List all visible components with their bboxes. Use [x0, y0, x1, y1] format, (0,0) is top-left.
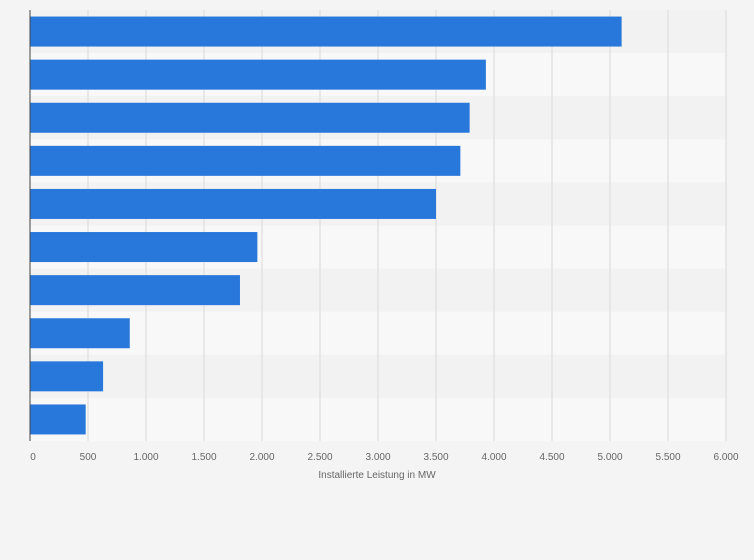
bar: [30, 318, 130, 349]
x-tick-label: 1.500: [191, 452, 216, 463]
x-tick-label: 0: [30, 452, 36, 463]
x-tick-label: 3.500: [423, 452, 448, 463]
x-tick-label: 5.500: [655, 452, 680, 463]
bar: [30, 145, 461, 176]
x-tick-label: 2.000: [249, 452, 274, 463]
x-tick-label: 4.000: [481, 452, 506, 463]
x-tick-label: 500: [80, 452, 97, 463]
bar: [30, 59, 486, 90]
x-tick-label: 1.000: [133, 452, 158, 463]
bar: [30, 404, 86, 435]
x-tick-label: 5.000: [597, 452, 622, 463]
x-tick-label: 4.500: [539, 452, 564, 463]
bar: [30, 361, 104, 392]
bar: [30, 102, 470, 133]
bar: [30, 16, 622, 47]
bar: [30, 232, 258, 263]
x-tick-label: 6.000: [713, 452, 738, 463]
x-axis-title: Installierte Leistung in MW: [318, 470, 436, 481]
x-axis-ticks: 0 500 1.000 1.500 2.000 2.500 3.000 3.500 4.000 4…: [30, 452, 739, 463]
x-tick-label: 2.500: [307, 452, 332, 463]
bar: [30, 275, 240, 306]
bars: [30, 16, 622, 435]
bar: [30, 188, 436, 219]
x-tick-label: 3.000: [365, 452, 390, 463]
